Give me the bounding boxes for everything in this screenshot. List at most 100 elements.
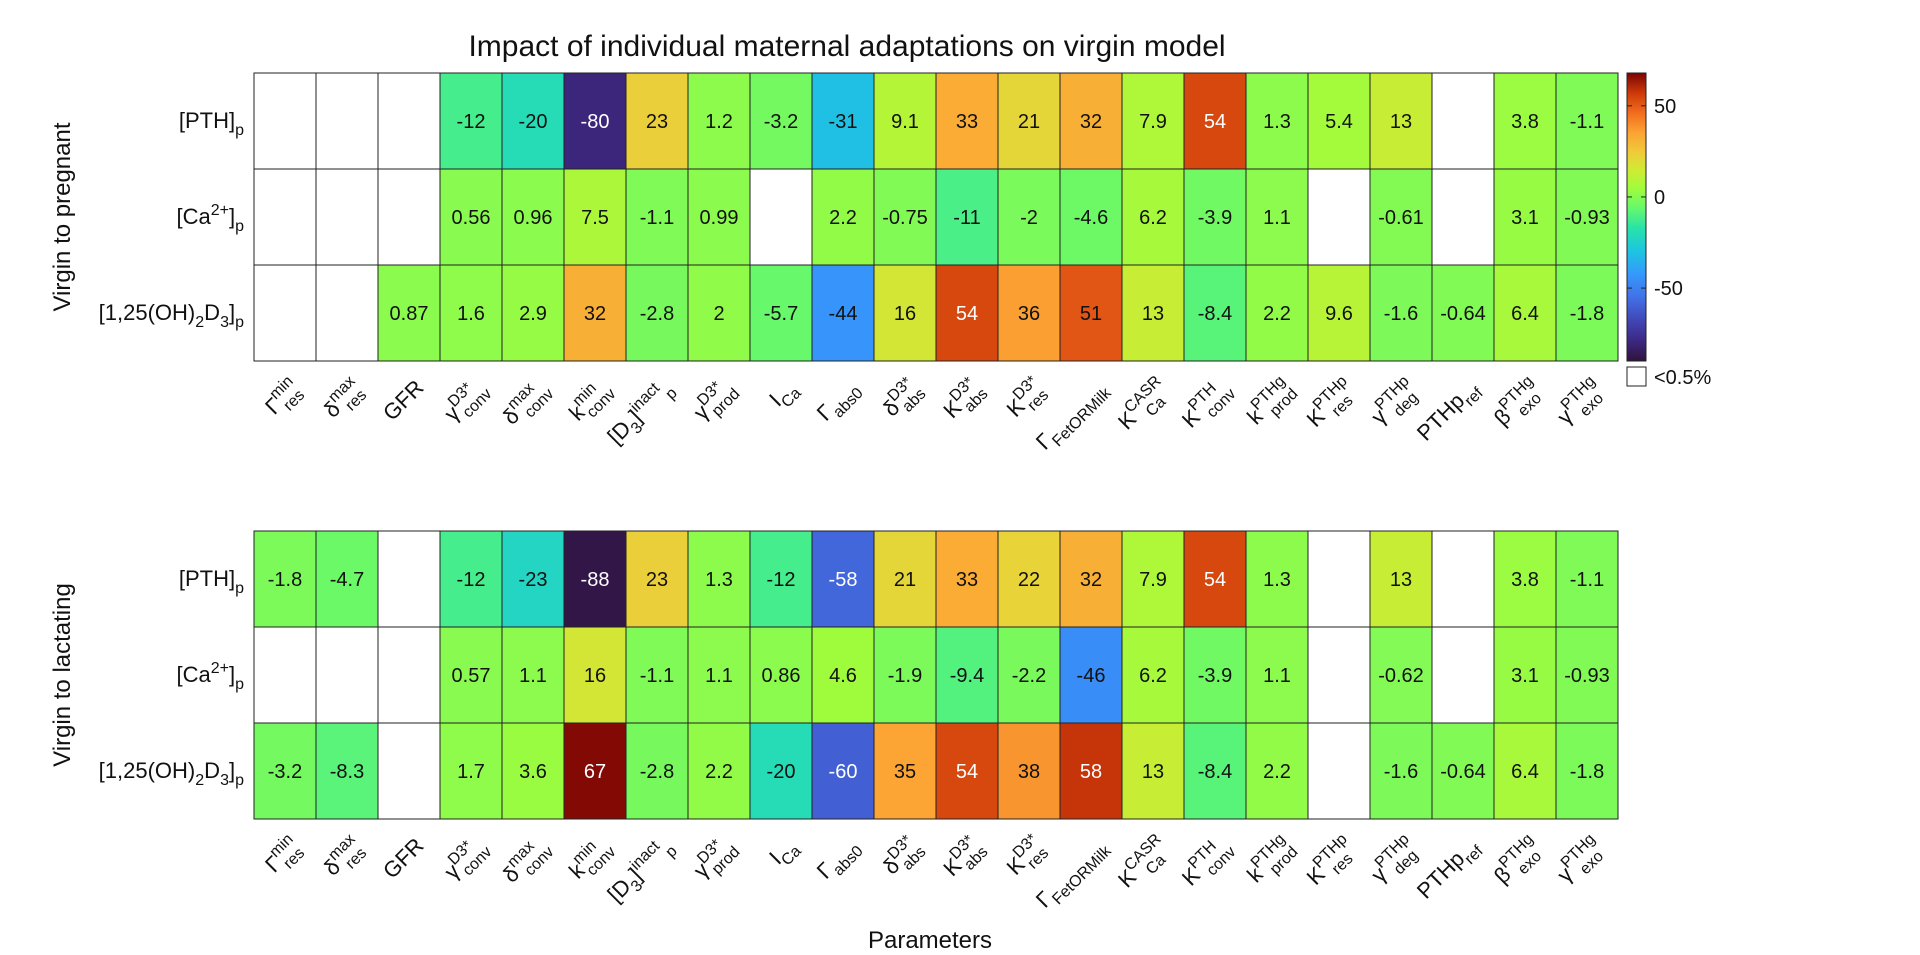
cell-value-label: -8.3 xyxy=(330,761,364,783)
heatmap-cell xyxy=(997,626,1061,724)
cell-value-label: 51 xyxy=(1080,303,1102,325)
cell-value-label: 33 xyxy=(956,111,978,133)
blank-legend-box xyxy=(1626,366,1647,387)
cell-value-label: -1.9 xyxy=(888,665,922,687)
cell-value-label: -1.6 xyxy=(1384,761,1418,783)
cell-value-label: -46 xyxy=(1077,665,1106,687)
cell-value-label: 7.5 xyxy=(581,207,609,229)
cell-value-label: -0.93 xyxy=(1564,665,1610,687)
cell-value-label: 58 xyxy=(1080,761,1102,783)
heatmap-cell xyxy=(935,722,999,820)
cell-value-label: 1.1 xyxy=(1263,665,1291,687)
cell-value-label: 33 xyxy=(956,569,978,591)
cell-value-label: -0.75 xyxy=(882,207,928,229)
column-label: βPTHgexo xyxy=(1487,831,1550,894)
heatmap-cell xyxy=(749,168,813,266)
cell-value-label: 3.6 xyxy=(519,761,547,783)
heatmap-cell xyxy=(1059,264,1123,362)
column-label: ICa xyxy=(764,833,805,874)
cell-value-label: 4.6 xyxy=(829,665,857,687)
heatmap-cell xyxy=(811,722,875,820)
column-label: KPTHpres xyxy=(1299,831,1363,895)
cell-value-label: -2.2 xyxy=(1012,665,1046,687)
cell-value-label: 32 xyxy=(584,303,606,325)
column-label: kPTHgprod xyxy=(1240,831,1301,892)
cell-value-label: 35 xyxy=(894,761,916,783)
heatmap-cell xyxy=(439,722,503,820)
heatmap-cell xyxy=(625,626,689,724)
cell-value-label: 54 xyxy=(1204,111,1226,133)
cell-value-label: -88 xyxy=(581,569,610,591)
heatmap-cell xyxy=(1493,530,1557,628)
x-axis-label: Parameters xyxy=(868,927,992,954)
cell-value-label: -60 xyxy=(829,761,858,783)
column-label: δmaxres xyxy=(317,831,372,886)
cell-value-label: -20 xyxy=(519,111,548,133)
cell-value-label: 1.1 xyxy=(1263,207,1291,229)
heatmap-cell xyxy=(873,626,937,724)
heatmap-cell xyxy=(501,168,565,266)
cell-value-label: -8.4 xyxy=(1198,303,1232,325)
heatmap-cell xyxy=(253,168,317,266)
row-label: [Ca2+]p xyxy=(176,202,244,235)
cell-value-label: 16 xyxy=(584,665,606,687)
cell-value-label: -4.7 xyxy=(330,569,364,591)
heatmap-cell xyxy=(1555,626,1619,724)
cell-value-label: 13 xyxy=(1390,569,1412,591)
row-label: [Ca2+]p xyxy=(176,660,244,693)
heatmap-cell xyxy=(1183,264,1247,362)
cell-value-label: 0.56 xyxy=(452,207,491,229)
cell-value-label: 23 xyxy=(646,569,668,591)
column-label: [D3]inactp xyxy=(601,831,681,911)
heatmap-cell xyxy=(1121,264,1185,362)
cell-value-label: 6.2 xyxy=(1139,665,1167,687)
heatmap-cell xyxy=(1121,626,1185,724)
heatmap-cell xyxy=(1245,530,1309,628)
cell-value-label: -1.8 xyxy=(1570,303,1604,325)
cell-value-label: -44 xyxy=(829,303,858,325)
cell-value-label: -2 xyxy=(1020,207,1038,229)
heatmap-cell xyxy=(873,72,937,170)
panel-group-label: Virgin to pregnant xyxy=(49,122,76,311)
column-label: Γminres xyxy=(258,373,310,425)
heatmap-cell xyxy=(1183,530,1247,628)
cell-value-label: 13 xyxy=(1390,111,1412,133)
cell-value-label: 9.1 xyxy=(891,111,919,133)
heatmap-cell xyxy=(625,722,689,820)
cell-value-label: -9.4 xyxy=(950,665,984,687)
heatmap-cell xyxy=(253,626,317,724)
column-label: γD3*conv xyxy=(437,373,495,431)
cell-value-label: 13 xyxy=(1142,761,1164,783)
cell-value-label: 9.6 xyxy=(1325,303,1353,325)
heatmap-cell xyxy=(749,264,813,362)
column-label: γD3*prod xyxy=(686,373,743,430)
column-label: ICa xyxy=(764,375,805,416)
heatmap-cell xyxy=(377,626,441,724)
heatmap-cell xyxy=(439,72,503,170)
column-label: γPTHgexo xyxy=(1550,831,1611,892)
cell-value-label: 1.6 xyxy=(457,303,485,325)
heatmap-cell xyxy=(873,264,937,362)
heatmap-cell xyxy=(1307,626,1371,724)
cell-value-label: 16 xyxy=(894,303,916,325)
column-label: KPTHpres xyxy=(1299,373,1363,437)
cell-value-label: -1.8 xyxy=(1570,761,1604,783)
heatmap-cell xyxy=(1431,722,1495,820)
cell-value-label: 0.87 xyxy=(390,303,429,325)
heatmap-cell xyxy=(1431,72,1495,170)
cell-value-label: 67 xyxy=(584,761,606,783)
cell-value-label: -5.7 xyxy=(764,303,798,325)
heatmap-cell xyxy=(563,264,627,362)
heatmap-cell xyxy=(501,72,565,170)
column-label: ΓFetORMilk xyxy=(1031,374,1116,459)
heatmap-cell xyxy=(1555,530,1619,628)
column-label: KD3*res xyxy=(999,373,1053,427)
heatmap-cell xyxy=(563,722,627,820)
heatmap-cell xyxy=(1183,626,1247,724)
heatmap-cell xyxy=(563,72,627,170)
cell-value-label: 2.2 xyxy=(1263,303,1291,325)
heatmap-cell xyxy=(439,168,503,266)
cell-value-label: 7.9 xyxy=(1139,569,1167,591)
cell-value-label: 3.1 xyxy=(1511,207,1539,229)
column-label: δmaxres xyxy=(317,373,372,428)
